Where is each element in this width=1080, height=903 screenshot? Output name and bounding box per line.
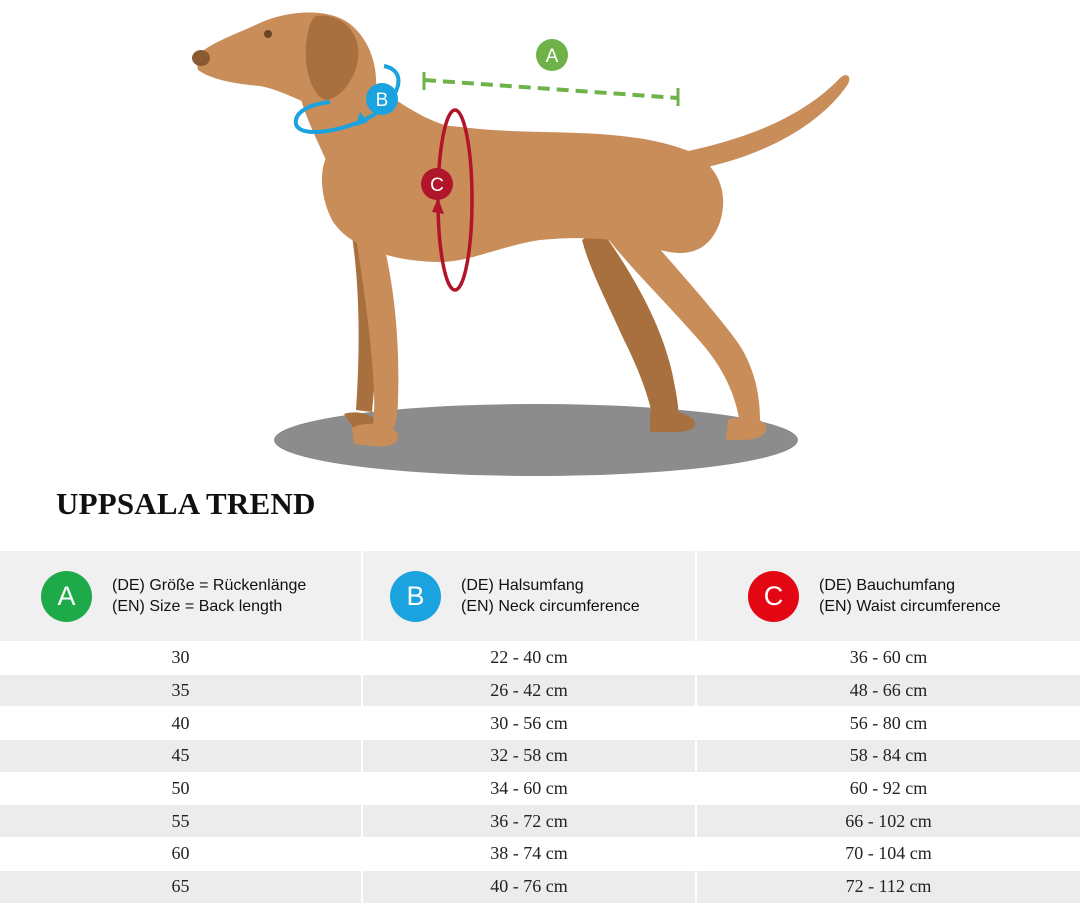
cell-neck: 30 - 56 cm xyxy=(361,706,695,740)
dog-measurement-illustration: A B C xyxy=(192,12,850,476)
cell-neck: 32 - 58 cm xyxy=(361,739,695,772)
header-waist: C (DE) Bauchumfang (EN) Waist circumfere… xyxy=(695,551,1080,641)
cell-size: 35 xyxy=(0,673,361,707)
size-table: A (DE) Größe = Rückenlänge (EN) Size = B… xyxy=(0,551,1080,903)
badge-b-icon: B xyxy=(390,570,441,622)
header-c-de: (DE) Bauchumfang xyxy=(819,577,956,594)
table-row: 35 26 - 42 cm 48 - 66 cm xyxy=(0,673,1080,707)
cell-waist: 66 - 102 cm xyxy=(695,804,1080,838)
cell-neck: 38 - 74 cm xyxy=(361,837,695,870)
badge-c-icon: C xyxy=(748,570,799,622)
header-c-en: (EN) Waist circumference xyxy=(819,598,1001,615)
cell-waist: 72 - 112 cm xyxy=(695,869,1080,903)
cell-size: 65 xyxy=(0,869,361,903)
dog-figure xyxy=(192,12,850,447)
table-row: 50 34 - 60 cm 60 - 92 cm xyxy=(0,771,1080,805)
table-row: 60 38 - 74 cm 70 - 104 cm xyxy=(0,837,1080,870)
cell-neck: 26 - 42 cm xyxy=(361,673,695,707)
cell-waist: 48 - 66 cm xyxy=(695,673,1080,707)
cell-neck: 36 - 72 cm xyxy=(361,804,695,838)
header-b-de: (DE) Halsumfang xyxy=(461,577,584,594)
cell-neck: 22 - 40 cm xyxy=(361,641,695,674)
cell-waist: 58 - 84 cm xyxy=(695,739,1080,772)
cell-neck: 40 - 76 cm xyxy=(361,869,695,903)
header-b-en: (EN) Neck circumference xyxy=(461,598,640,615)
marker-a-back-length: A xyxy=(422,39,680,106)
cell-neck: 34 - 60 cm xyxy=(361,771,695,805)
cell-size: 40 xyxy=(0,706,361,740)
table-row: 40 30 - 56 cm 56 - 80 cm xyxy=(0,706,1080,740)
product-title: UPPSALA TREND xyxy=(56,486,316,521)
marker-b-badge xyxy=(366,83,398,115)
cell-waist: 56 - 80 cm xyxy=(695,706,1080,740)
header-back-length: A (DE) Größe = Rückenlänge (EN) Size = B… xyxy=(0,551,361,641)
table-row: 55 36 - 72 cm 66 - 102 cm xyxy=(0,804,1080,838)
cell-size: 60 xyxy=(0,837,361,870)
cell-waist: 36 - 60 cm xyxy=(695,641,1080,674)
marker-c-letter: C xyxy=(430,175,444,196)
size-table-header-row: A (DE) Größe = Rückenlänge (EN) Size = B… xyxy=(0,551,1080,641)
cell-size: 55 xyxy=(0,804,361,838)
cell-waist: 60 - 92 cm xyxy=(695,771,1080,805)
header-a-en: (EN) Size = Back length xyxy=(112,598,283,615)
cell-size: 30 xyxy=(0,641,361,674)
marker-b-neck: B xyxy=(293,64,401,135)
badge-a-icon: A xyxy=(41,570,92,622)
cell-size: 50 xyxy=(0,771,361,805)
table-row: 65 40 - 76 cm 72 - 112 cm xyxy=(0,869,1080,903)
marker-b-letter: B xyxy=(376,90,389,111)
marker-c-waist: C xyxy=(421,108,474,292)
header-a-de: (DE) Größe = Rückenlänge xyxy=(112,577,307,594)
table-row: 30 22 - 40 cm 36 - 60 cm xyxy=(0,641,1080,674)
marker-c-badge xyxy=(421,168,453,200)
cell-waist: 70 - 104 cm xyxy=(695,837,1080,870)
header-neck: B (DE) Halsumfang (EN) Neck circumferenc… xyxy=(361,551,695,641)
marker-a-badge xyxy=(536,39,568,71)
table-row: 45 32 - 58 cm 58 - 84 cm xyxy=(0,739,1080,772)
marker-a-letter: A xyxy=(546,46,559,67)
cell-size: 45 xyxy=(0,739,361,772)
